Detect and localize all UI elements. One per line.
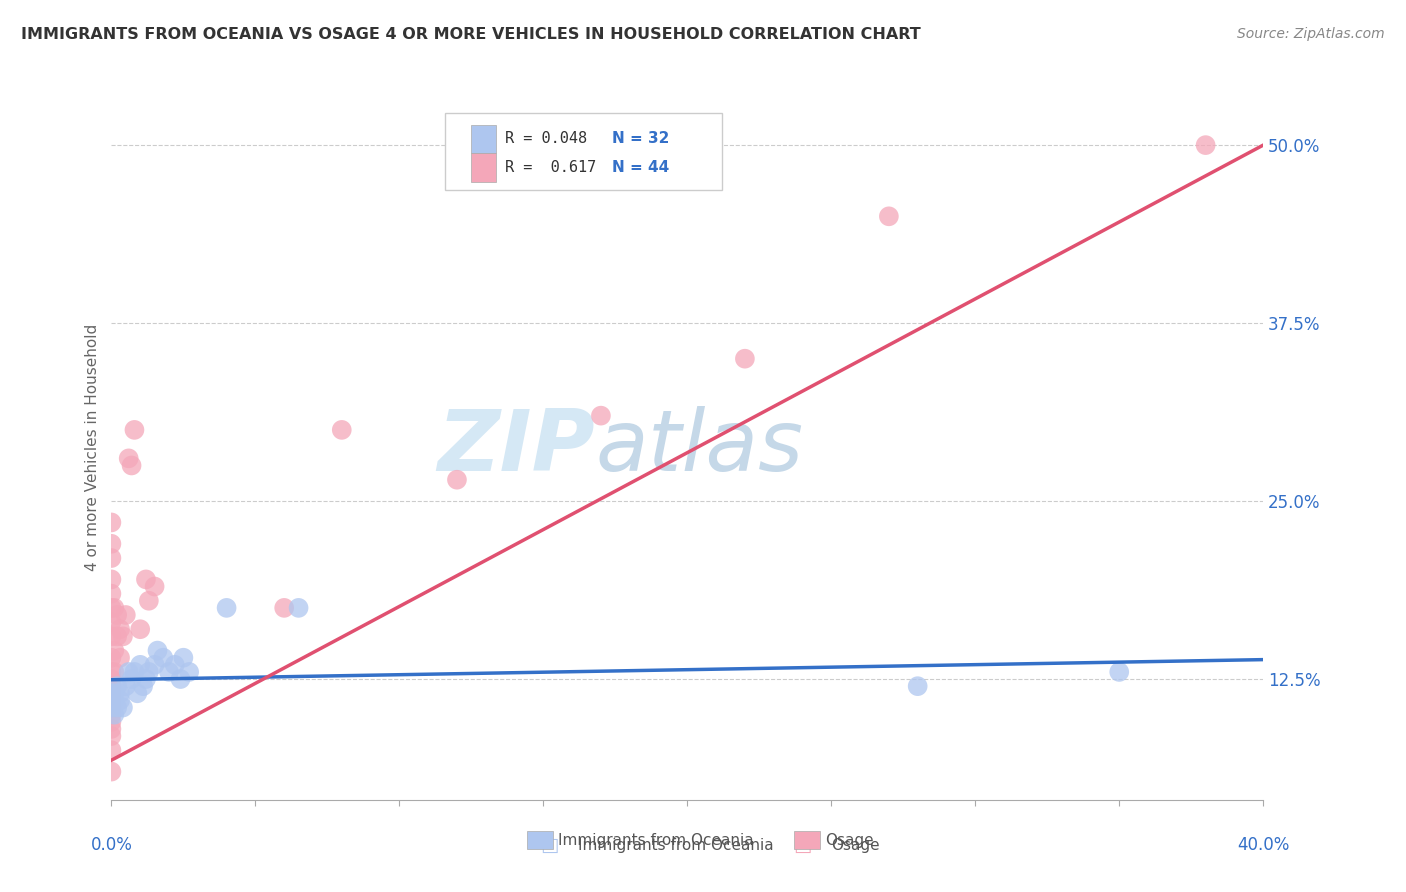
Text: IMMIGRANTS FROM OCEANIA VS OSAGE 4 OR MORE VEHICLES IN HOUSEHOLD CORRELATION CHA: IMMIGRANTS FROM OCEANIA VS OSAGE 4 OR MO… [21, 27, 921, 42]
Point [118, 665, 141, 679]
Point [157, 665, 180, 679]
FancyBboxPatch shape [446, 113, 721, 190]
Point [129, 622, 152, 636]
Point [100, 672, 122, 686]
Point [100, 686, 122, 700]
Y-axis label: 4 or more Vehicles in Household: 4 or more Vehicles in Household [86, 324, 100, 571]
Point [114, 607, 136, 622]
Text: N = 32: N = 32 [613, 131, 669, 146]
Point [124, 423, 146, 437]
Text: atlas: atlas [595, 406, 803, 489]
Point [108, 686, 131, 700]
Point [105, 679, 128, 693]
Point [111, 700, 134, 714]
Point [121, 458, 143, 473]
Point [135, 573, 157, 587]
Point [121, 672, 143, 686]
Point [138, 593, 160, 607]
Point [100, 764, 122, 779]
Point [138, 665, 160, 679]
Point [273, 600, 295, 615]
Point [103, 600, 125, 615]
Point [118, 451, 141, 466]
Point [105, 700, 128, 714]
Point [108, 693, 131, 707]
Point [103, 665, 125, 679]
Point [103, 686, 125, 700]
Point [132, 679, 155, 693]
Point [127, 686, 149, 700]
Point [446, 473, 468, 487]
Point [108, 622, 131, 636]
Point [100, 722, 122, 736]
Point [100, 665, 122, 679]
Text: Osage: Osage [825, 833, 875, 847]
Point [100, 615, 122, 629]
Point [100, 537, 122, 551]
Point [172, 650, 194, 665]
Point [100, 551, 122, 566]
Point [143, 657, 166, 672]
FancyBboxPatch shape [471, 153, 496, 182]
Point [129, 657, 152, 672]
Point [100, 629, 122, 643]
Point [100, 587, 122, 601]
Text: 40.0%: 40.0% [1237, 836, 1289, 854]
Point [100, 686, 122, 700]
Point [143, 580, 166, 594]
Point [105, 629, 128, 643]
Point [330, 423, 353, 437]
Point [1108, 665, 1130, 679]
Point [108, 650, 131, 665]
Point [100, 729, 122, 743]
Point [105, 607, 128, 622]
Point [877, 209, 900, 223]
Text: Osage: Osage [831, 838, 880, 854]
Point [100, 700, 122, 714]
Point [287, 600, 309, 615]
Text: 0.0%: 0.0% [90, 836, 132, 854]
Text: R = 0.048: R = 0.048 [505, 131, 588, 146]
Point [100, 516, 122, 530]
Point [114, 679, 136, 693]
Text: □: □ [793, 837, 811, 855]
Text: Immigrants from Oceania: Immigrants from Oceania [578, 838, 773, 854]
Text: □: □ [540, 837, 558, 855]
Point [103, 643, 125, 657]
Text: Source: ZipAtlas.com: Source: ZipAtlas.com [1237, 27, 1385, 41]
Point [124, 665, 146, 679]
Point [100, 573, 122, 587]
Point [135, 672, 157, 686]
Point [103, 707, 125, 722]
Point [215, 600, 238, 615]
Point [100, 707, 122, 722]
Text: N = 44: N = 44 [613, 160, 669, 175]
Point [100, 600, 122, 615]
Text: ZIP: ZIP [437, 406, 595, 489]
Point [589, 409, 612, 423]
Point [179, 665, 201, 679]
Point [152, 650, 174, 665]
Point [100, 743, 122, 757]
Point [907, 679, 929, 693]
FancyBboxPatch shape [471, 125, 496, 153]
Point [169, 672, 191, 686]
Text: Immigrants from Oceania: Immigrants from Oceania [558, 833, 754, 847]
Point [146, 643, 169, 657]
Point [163, 657, 186, 672]
Point [100, 693, 122, 707]
Text: R =  0.617: R = 0.617 [505, 160, 596, 175]
Point [100, 693, 122, 707]
Point [100, 679, 122, 693]
Point [103, 693, 125, 707]
Point [100, 714, 122, 729]
Point [734, 351, 756, 366]
Point [100, 700, 122, 714]
Point [1194, 138, 1216, 153]
Point [111, 629, 134, 643]
Point [100, 650, 122, 665]
